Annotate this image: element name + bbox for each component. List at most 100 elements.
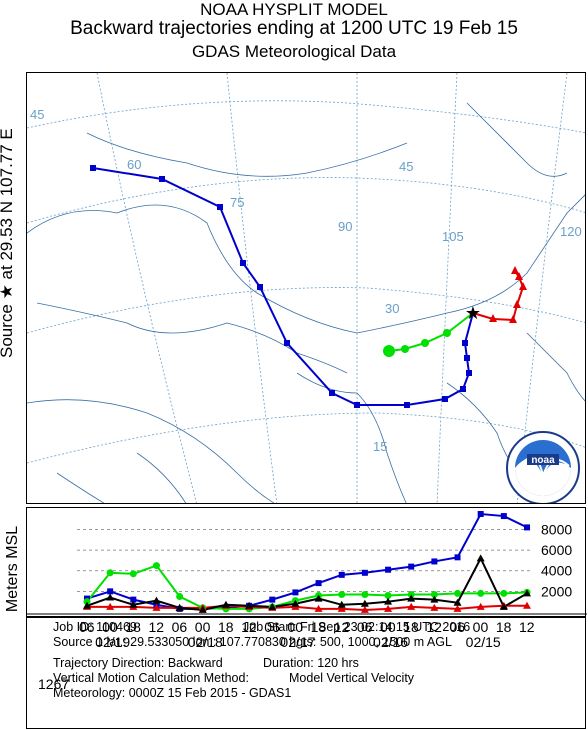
trajectory-marker: [489, 314, 497, 322]
meteorology: Meteorology: 0000Z 15 Feb 2015 - GDAS1: [53, 686, 292, 700]
height-marker: [430, 595, 439, 603]
trajectory-marker: [329, 390, 335, 396]
trajectory-marker: [383, 345, 395, 357]
trajectory-map: 45 60 75 90 105 120 45 30 15 ★ noaa: [26, 72, 586, 504]
height-marker: [524, 524, 530, 531]
height-marker: [269, 596, 276, 603]
time-tick-label: 00: [102, 619, 118, 635]
border-line: [466, 102, 568, 177]
date-label: 02/18: [187, 634, 223, 650]
height-marker: [477, 511, 484, 517]
job-start: Job Start: Fri Sep 23 02:14:15 UTC 2016: [243, 620, 471, 634]
trajectory-marker: [511, 266, 519, 274]
height-marker: [83, 601, 91, 609]
trajectory-marker: [284, 340, 290, 346]
height-tick-label: 4000: [541, 563, 572, 579]
time-tick-label: 18: [125, 619, 141, 635]
time-tick-label: 12: [426, 619, 442, 635]
time-tick-label: 12: [241, 619, 257, 635]
height-marker: [176, 593, 184, 601]
graticule-line: [226, 73, 278, 503]
border-line: [56, 472, 105, 503]
height-marker: [152, 596, 161, 604]
height-marker: [338, 571, 345, 578]
height-marker: [361, 590, 369, 598]
height-marker: [360, 599, 369, 607]
height-marker: [314, 594, 323, 602]
height-tick-label: 6000: [541, 542, 572, 558]
height-marker: [337, 604, 346, 612]
graticule-line: [96, 73, 197, 503]
height-marker: [337, 600, 346, 608]
height-marker: [129, 570, 137, 578]
grid-label: 15: [373, 439, 387, 454]
job-info-panel: Job ID: 110469 Job Start: Fri Sep 23 02:…: [26, 617, 586, 729]
border-line: [136, 452, 187, 503]
height-marker: [361, 569, 368, 576]
grid-label: 90: [338, 219, 352, 234]
title-line-3: GDAS Meteorological Data: [191, 42, 397, 61]
height-marker: [454, 589, 462, 597]
time-tick-label: 00: [194, 619, 211, 635]
trajectory-marker: [509, 315, 517, 323]
height-marker: [430, 603, 439, 611]
height-marker: [130, 596, 137, 603]
height-marker: [523, 601, 531, 609]
height-marker: [476, 602, 485, 610]
border-line: [27, 399, 275, 503]
trajectory-direction: Trajectory Direction: Backward: [53, 656, 223, 670]
date-label: 02/17: [280, 634, 316, 650]
height-marker: [129, 600, 138, 608]
grid-label: 30: [385, 301, 399, 316]
trajectory-marker: [257, 284, 263, 290]
grid-label: 75: [230, 195, 244, 210]
trajectory-marker: [443, 329, 451, 337]
time-tick-label: 06: [356, 619, 373, 635]
height-marker: [499, 602, 508, 610]
trajectory-marker: [159, 176, 165, 182]
graticule-line: [27, 100, 585, 134]
time-tick-label: 18: [310, 619, 327, 635]
height-marker: [314, 604, 323, 612]
height-marker: [385, 566, 392, 573]
trajectory-marker: [513, 300, 521, 308]
border-line: [526, 332, 585, 402]
height-marker: [523, 589, 531, 597]
grid-label: 120: [560, 224, 582, 239]
grid-label: 45: [399, 159, 413, 174]
time-tick-label: 12: [519, 619, 535, 635]
height-marker: [338, 590, 346, 598]
height-marker: [106, 569, 114, 577]
time-tick-label: 06: [79, 619, 95, 635]
time-tick-label: 18: [217, 619, 234, 635]
time-tick-label: 18: [495, 619, 512, 635]
job-id: Job ID: 110469: [53, 620, 137, 634]
time-tick-label: 12: [333, 619, 350, 635]
height-marker: [476, 554, 485, 562]
time-tick-label: 06: [264, 619, 280, 635]
height-marker: [175, 603, 184, 611]
height-marker: [268, 602, 277, 610]
trajectory-marker: [515, 272, 523, 280]
grid-label: 60: [127, 157, 141, 172]
height-marker: [454, 554, 461, 561]
height-svg: 8000 6000 4000 2000: [27, 511, 587, 615]
height-marker: [407, 590, 415, 598]
title-line-1: NOAA HYSPLIT MODEL: [200, 0, 388, 19]
vertical-method-value: Model Vertical Velocity: [289, 671, 415, 685]
height-marker: [221, 600, 230, 608]
border-line: [27, 194, 585, 334]
trajectory-marker: [217, 204, 223, 210]
trajectory-marker: [442, 396, 448, 402]
height-series-1: [86, 564, 528, 610]
height-marker: [292, 589, 299, 596]
grid-label: 45: [30, 107, 44, 122]
height-tick-label: 2000: [541, 583, 572, 599]
height-marker: [453, 604, 462, 612]
height-chart: 8000 6000 4000 2000: [26, 507, 587, 617]
height-series-2: [87, 604, 527, 611]
height-tick-label: 8000: [541, 521, 572, 537]
trajectory-marker: [519, 282, 527, 290]
time-tick-label: 06: [171, 619, 188, 635]
height-marker: [106, 593, 115, 601]
